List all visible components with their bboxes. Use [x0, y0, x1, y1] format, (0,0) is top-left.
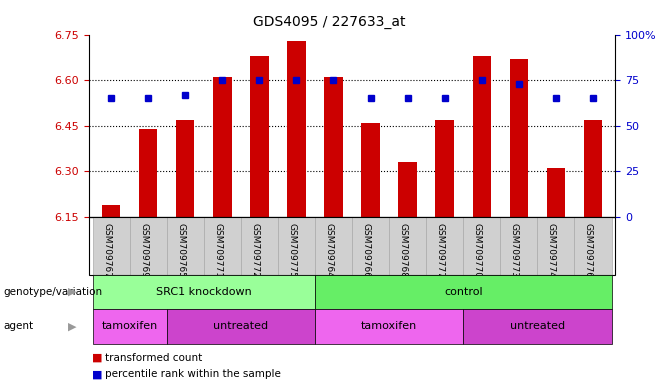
- Bar: [398, 162, 417, 217]
- Bar: [102, 205, 120, 217]
- Text: GSM709773: GSM709773: [510, 223, 519, 278]
- Bar: [287, 41, 306, 217]
- Bar: [324, 77, 343, 217]
- Text: GSM709771: GSM709771: [213, 223, 222, 278]
- Text: GSM709768: GSM709768: [399, 223, 408, 278]
- Text: GSM709770: GSM709770: [473, 223, 482, 278]
- Text: ▶: ▶: [68, 287, 76, 297]
- Bar: [213, 77, 232, 217]
- Text: GSM709772: GSM709772: [250, 223, 259, 278]
- Bar: [250, 56, 268, 217]
- Text: genotype/variation: genotype/variation: [3, 287, 103, 297]
- Bar: [361, 123, 380, 217]
- Text: ▶: ▶: [68, 321, 76, 331]
- Text: GSM709765: GSM709765: [176, 223, 185, 278]
- Bar: [472, 56, 491, 217]
- Bar: [389, 217, 426, 275]
- Text: tamoxifen: tamoxifen: [101, 321, 158, 331]
- Bar: [278, 217, 315, 275]
- Text: GSM709767: GSM709767: [102, 223, 111, 278]
- Bar: [204, 217, 241, 275]
- Bar: [463, 217, 500, 275]
- Bar: [241, 217, 278, 275]
- Text: agent: agent: [3, 321, 34, 331]
- Bar: [584, 120, 602, 217]
- Bar: [93, 217, 130, 275]
- Text: GDS4095 / 227633_at: GDS4095 / 227633_at: [253, 15, 405, 29]
- Bar: [538, 217, 574, 275]
- Bar: [436, 120, 454, 217]
- Text: untreated: untreated: [213, 321, 268, 331]
- Bar: [315, 217, 352, 275]
- Bar: [176, 120, 195, 217]
- Bar: [352, 217, 389, 275]
- Text: untreated: untreated: [510, 321, 565, 331]
- Text: ■: ■: [92, 369, 103, 379]
- Text: percentile rank within the sample: percentile rank within the sample: [105, 369, 281, 379]
- Text: tamoxifen: tamoxifen: [361, 321, 417, 331]
- Text: GSM709769: GSM709769: [139, 223, 148, 278]
- Bar: [426, 217, 463, 275]
- Bar: [166, 217, 204, 275]
- Text: GSM709777: GSM709777: [436, 223, 445, 278]
- Text: ■: ■: [92, 353, 103, 363]
- Text: GSM709766: GSM709766: [361, 223, 370, 278]
- Text: GSM709764: GSM709764: [324, 223, 334, 278]
- Text: SRC1 knockdown: SRC1 knockdown: [156, 287, 251, 297]
- Text: GSM709776: GSM709776: [584, 223, 593, 278]
- Bar: [500, 217, 538, 275]
- Bar: [139, 129, 157, 217]
- Text: GSM709774: GSM709774: [547, 223, 556, 278]
- Bar: [130, 217, 166, 275]
- Text: control: control: [444, 287, 482, 297]
- Bar: [574, 217, 611, 275]
- Text: GSM709775: GSM709775: [288, 223, 296, 278]
- Text: transformed count: transformed count: [105, 353, 203, 363]
- Bar: [547, 168, 565, 217]
- Bar: [509, 59, 528, 217]
